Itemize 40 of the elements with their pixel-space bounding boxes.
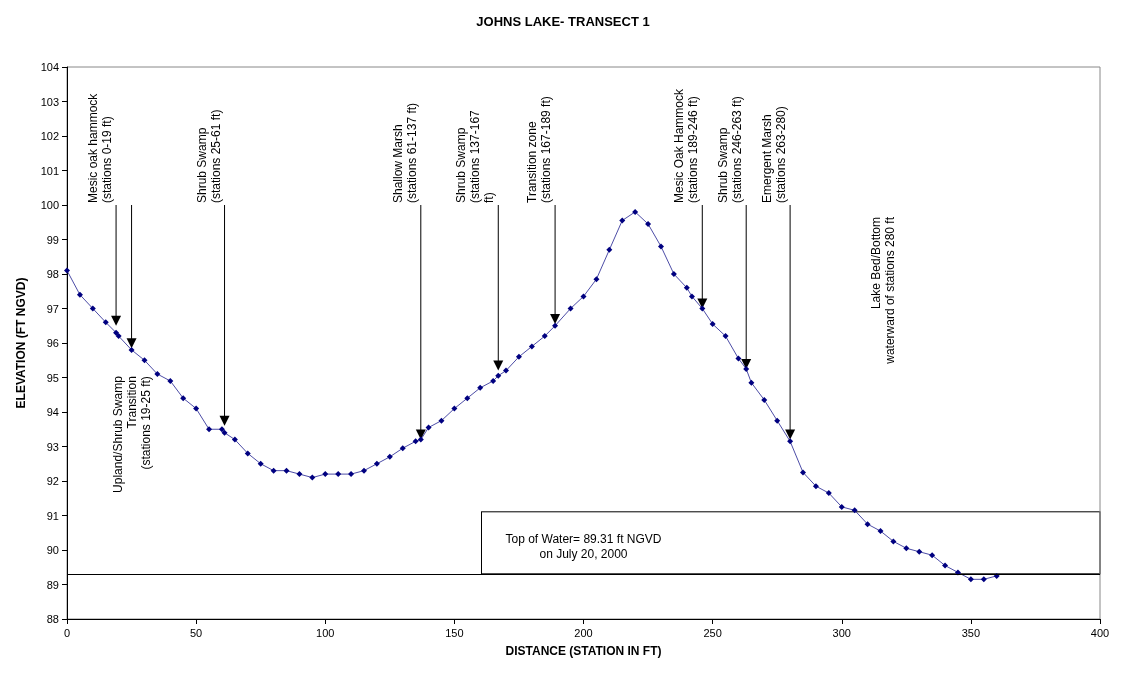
annotation: Mesic Oak Hammock (stations 189-246 ft)	[672, 87, 701, 203]
x-tick-label: 150	[445, 626, 464, 639]
chart-title: JOHNS LAKE- TRANSECT 1	[476, 14, 650, 29]
x-tick-label: 200	[574, 626, 593, 639]
annotation: Emergent Marsh (stations 263-280)	[760, 106, 789, 203]
annotation: Shrub Swamp (stations 246-263 ft)	[716, 96, 745, 203]
x-tick-label: 350	[961, 626, 981, 639]
ref-line-label: Top of Water= 89.31 ft NGVD on July 20, 2000	[505, 532, 662, 562]
x-tick-label: 250	[703, 626, 722, 639]
x-tick-label: 300	[832, 626, 851, 639]
y-tick-label: 90	[46, 544, 59, 556]
y-tick-label: 88	[46, 613, 59, 625]
y-tick-label: 94	[46, 406, 59, 418]
x-tick-label: 50	[190, 626, 203, 639]
y-tick-label: 93	[46, 440, 59, 453]
y-tick-label: 91	[46, 509, 59, 522]
y-tick-label: 98	[46, 268, 59, 280]
y-tick-label: 103	[40, 95, 59, 108]
annotation: Transition zone (stations 167-189 ft)	[525, 96, 554, 203]
y-tick-label: 102	[40, 130, 59, 142]
y-tick-label: 100	[40, 199, 59, 211]
annotation: Lake Bed/Bottom waterward of stations 280 ft	[869, 216, 898, 365]
y-tick-label: 97	[46, 302, 59, 315]
annotation: Shrub Swamp (stations 137-167 ft)	[454, 109, 497, 203]
y-tick-label: 104	[40, 61, 59, 73]
y-tick-label: 92	[46, 475, 59, 487]
y-tick-label: 89	[46, 578, 59, 591]
annotation: Upland/Shrub Swamp Transition (stations 19-25 ft)	[110, 375, 153, 493]
x-tick-label: 0	[63, 626, 71, 639]
x-tick-label: 400	[1090, 626, 1110, 639]
y-tick-label: 96	[46, 337, 59, 349]
y-tick-label: 95	[46, 371, 59, 384]
x-axis-title: DISTANCE (STATION IN FT)	[505, 644, 662, 658]
annotation: Shrub Swamp (stations 25-61 ft)	[194, 109, 223, 203]
annotation: Shallow Marsh (stations 61-137 ft)	[390, 102, 419, 203]
y-axis-title: ELEVATION (FT NGVD)	[14, 277, 28, 409]
x-tick-label: 100	[316, 626, 335, 639]
y-tick-label: 101	[40, 164, 59, 177]
annotation: Mesic oak hammock (stations 0-19 ft)	[86, 92, 115, 203]
y-tick-label: 99	[46, 233, 59, 246]
